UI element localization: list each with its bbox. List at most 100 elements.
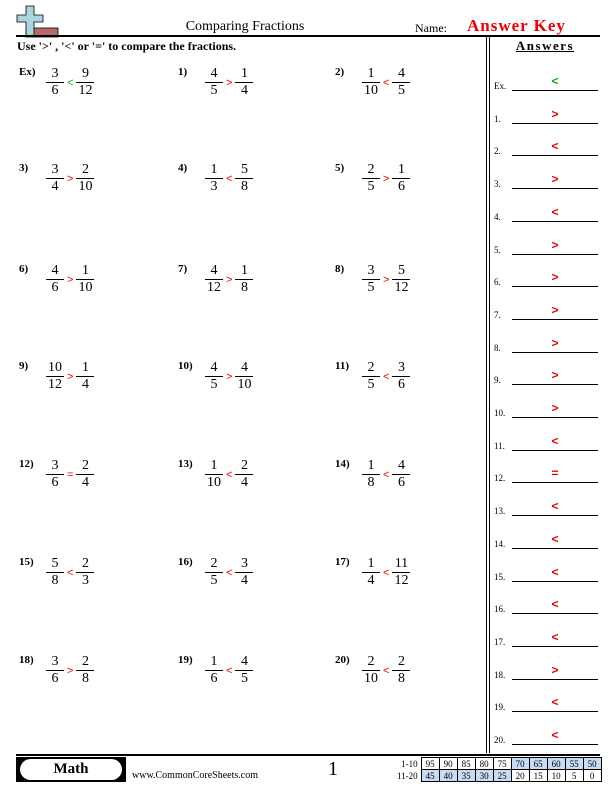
answer-blank[interactable]: = <box>512 466 598 484</box>
comparison: 1 10 <2 4 <box>203 458 255 491</box>
comparison-symbol: < <box>383 76 390 89</box>
answer-label: 19. <box>494 702 506 713</box>
answer-blank[interactable]: < <box>512 597 598 615</box>
answer-blank[interactable]: < <box>512 205 598 222</box>
answer-blank[interactable]: > <box>512 107 598 124</box>
numerator: 5 <box>392 263 411 280</box>
denominator: 8 <box>81 671 89 686</box>
numerator: 4 <box>392 458 411 475</box>
problem: 7) 4 12 >1 8 <box>178 263 328 313</box>
numerator: 11 <box>392 556 411 573</box>
answer-label: 8. <box>494 342 501 353</box>
problem: 3) 3 4 >2 10 <box>19 162 169 212</box>
answer-blank[interactable]: < <box>512 434 598 451</box>
answer-row: 4. < <box>494 204 598 222</box>
fraction-left: 4 12 <box>203 263 225 296</box>
answer-blank[interactable]: > <box>512 663 598 680</box>
name-label: Name: <box>415 21 447 35</box>
answer-blank[interactable]: > <box>512 270 598 288</box>
problem: 14) 1 8 <4 6 <box>335 458 485 508</box>
numerator: 2 <box>392 654 411 671</box>
numerator: 4 <box>46 263 64 280</box>
answer-blank[interactable]: > <box>512 238 598 255</box>
problem-label: 13) <box>178 458 193 470</box>
answer-blank[interactable]: > <box>512 401 598 418</box>
problem-label: 10) <box>178 360 193 372</box>
answer-blank[interactable]: > <box>512 368 598 386</box>
numerator: 3 <box>46 162 64 179</box>
answer-label: 14. <box>494 538 506 549</box>
answer-label: 2. <box>494 146 501 157</box>
numerator: 4 <box>392 66 411 83</box>
denominator: 4 <box>240 475 248 490</box>
denominator: 5 <box>367 179 375 194</box>
comparison: 3 5 >5 12 <box>360 263 412 296</box>
fraction-left: 1 10 <box>360 66 382 99</box>
answer-row: 18. > <box>494 662 598 680</box>
comparison-symbol: > <box>67 370 74 383</box>
answer-blank[interactable]: < <box>512 139 598 157</box>
answer-blank[interactable]: < <box>512 728 598 745</box>
answer-blank[interactable]: < <box>512 499 598 517</box>
problem-label: 19) <box>178 654 193 666</box>
answer-label: 15. <box>494 571 506 582</box>
comparison-symbol: < <box>383 468 390 481</box>
numerator: 4 <box>205 263 223 280</box>
problem: 10) 4 5 >4 10 <box>178 360 328 410</box>
denominator: 12 <box>207 280 221 295</box>
answer-blank[interactable]: < <box>512 532 598 549</box>
answer-label: 1. <box>494 113 501 124</box>
comparison: 3 6 <9 12 <box>44 66 96 99</box>
answer-row: 20. < <box>494 727 598 745</box>
comparison: 4 6 >1 10 <box>44 263 96 296</box>
answer-blank[interactable]: < <box>512 630 598 647</box>
problem: 13) 1 10 <2 4 <box>178 458 328 508</box>
numerator: 2 <box>76 458 95 475</box>
answer-row: 11. < <box>494 433 598 451</box>
numerator: 4 <box>205 66 223 83</box>
problem-label: 2) <box>335 66 345 78</box>
score-cell: 55 <box>564 757 584 770</box>
numerator: 3 <box>392 360 411 377</box>
denominator: 5 <box>240 671 248 686</box>
denominator: 6 <box>397 475 405 490</box>
numerator: 3 <box>46 458 64 475</box>
answer-blank[interactable]: < <box>512 565 598 582</box>
denominator: 12 <box>48 377 62 392</box>
answer-blank[interactable]: < <box>512 74 598 91</box>
answer-label: 17. <box>494 636 506 647</box>
answer-row: 1. > <box>494 106 598 124</box>
comparison-symbol: > <box>67 664 74 677</box>
denominator: 6 <box>51 83 59 98</box>
answer-blank[interactable]: > <box>512 303 598 320</box>
answer-row: 5. > <box>494 237 598 255</box>
fraction-right: 5 12 <box>390 263 412 296</box>
answer-row: 14. < <box>494 531 598 549</box>
answer-blank[interactable]: > <box>512 336 598 353</box>
denominator: 10 <box>207 475 221 490</box>
answer-row: Ex. < <box>494 73 598 91</box>
denominator: 10 <box>364 671 378 686</box>
answer-blank[interactable]: > <box>512 172 598 190</box>
answer-row: 2. < <box>494 138 598 157</box>
numerator: 1 <box>76 263 95 280</box>
answer-blank[interactable]: < <box>512 695 598 713</box>
answer-row: 9. > <box>494 367 598 386</box>
denominator: 10 <box>78 280 93 295</box>
problem: 20) 2 10 <2 8 <box>335 654 485 704</box>
answer-row: 8. > <box>494 335 598 353</box>
instructions: Use '>' , '<' or '=' to compare the frac… <box>17 39 237 53</box>
comparison: 10 12 >1 4 <box>44 360 96 393</box>
fraction-left: 10 12 <box>44 360 66 393</box>
score-row: 11-20 45 40 35 30 25 20 15 10 5 0 <box>395 769 602 782</box>
answer-label: 7. <box>494 309 501 320</box>
problem: 19) 1 6 <4 5 <box>178 654 328 704</box>
answer-row: 17. < <box>494 629 598 647</box>
comparison: 3 6 >2 8 <box>44 654 96 687</box>
problem: 12) 3 6 = 2 4 <box>19 458 169 508</box>
